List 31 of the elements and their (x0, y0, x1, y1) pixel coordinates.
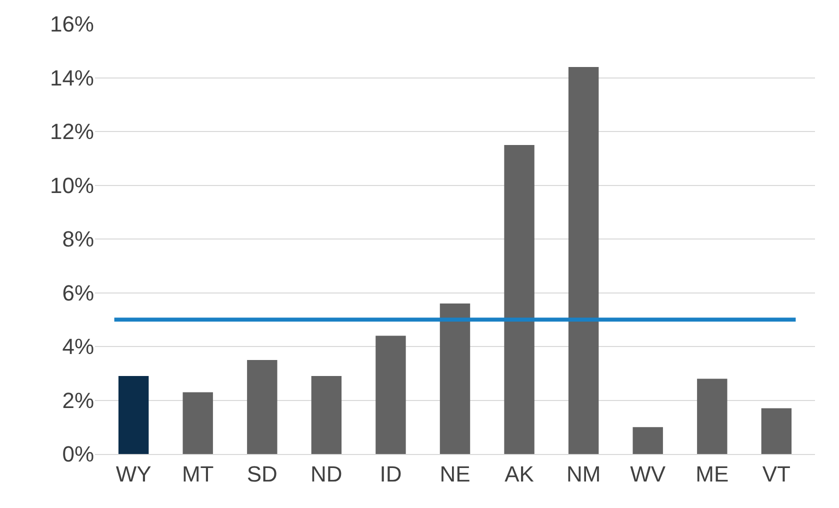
x-tick-label: VT (762, 461, 790, 486)
bar (761, 408, 792, 454)
y-tick-label: 2% (62, 388, 94, 413)
bar (311, 376, 342, 454)
x-tick-label: ME (696, 461, 729, 486)
bar (247, 360, 278, 454)
bar (440, 304, 470, 454)
y-tick-label: 0% (62, 442, 94, 467)
y-tick-label: 4% (62, 334, 94, 360)
bar (697, 378, 728, 454)
x-tick-label: AK (504, 461, 534, 486)
x-tick-label: NE (440, 461, 470, 486)
bar (568, 67, 599, 454)
bar (182, 392, 213, 454)
y-tick-label: 12% (50, 119, 94, 144)
bar (504, 144, 534, 454)
bar (632, 427, 663, 454)
x-tick-label: SD (246, 461, 278, 486)
y-tick-label: 8% (62, 226, 94, 252)
y-tick-label: 16% (50, 12, 94, 37)
y-tick-label: 10% (50, 172, 94, 198)
y-tick-label: 14% (50, 65, 94, 90)
x-tick-label: ND (310, 461, 342, 486)
bar (118, 376, 149, 454)
x-tick-label: WV (630, 461, 666, 486)
y-tick-label: 6% (62, 280, 94, 306)
x-tick-label: MT (182, 461, 214, 486)
x-tick-label: NM (566, 461, 601, 486)
x-tick-label: ID (380, 461, 402, 486)
bar (376, 336, 406, 454)
x-tick-label: WY (116, 461, 152, 486)
